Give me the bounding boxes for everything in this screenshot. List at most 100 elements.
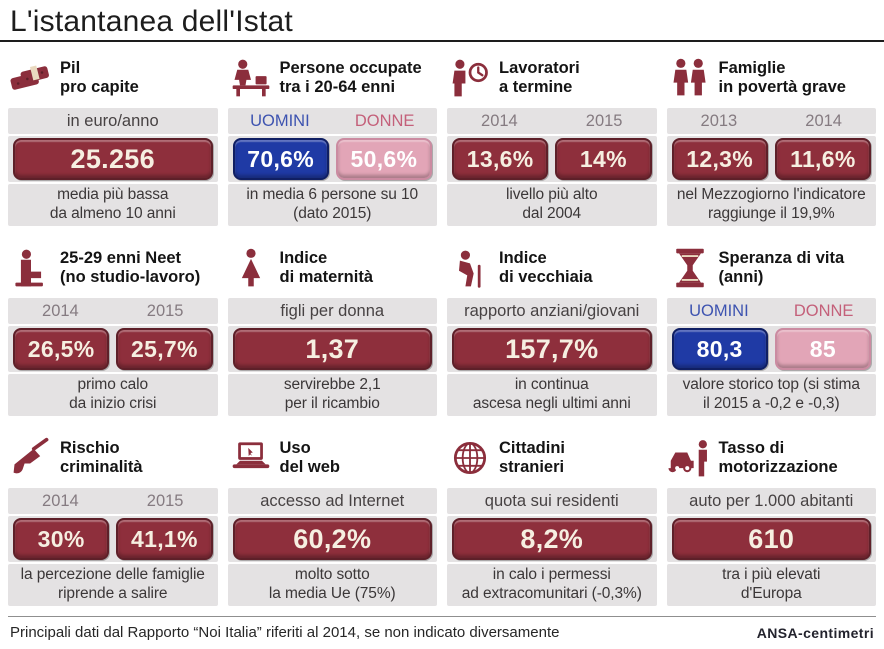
stat-caption: nel Mezzogiorno l'indicatore raggiunge i…: [666, 184, 876, 226]
caption-line2: ascesa negli ultimi anni: [472, 395, 631, 412]
panel-title: Lavoratori a termine: [499, 59, 580, 97]
stat-unit-label: accesso ad Internet: [260, 491, 405, 510]
stat-column-label: 2015: [146, 491, 184, 510]
stat-pill-maroon: 8,2%: [452, 518, 652, 560]
worker-clock-icon: [447, 54, 493, 102]
panel-speranza-di-vita: Speranza di vita (anni) UOMINI DONNE 80,3…: [666, 242, 876, 418]
caption-line1: media più bassa: [57, 186, 169, 204]
stat-caption: molto sotto la media Ue (75%): [227, 564, 437, 606]
masthead: L'istantanea dell'Istat: [0, 0, 884, 42]
stat-value: 26,5%: [27, 335, 95, 362]
caption-line1: servirebbe 2,1: [283, 376, 381, 394]
gun-icon: [8, 434, 54, 482]
stat-column-label: 2014: [42, 491, 79, 510]
stat-value: 11,6%: [790, 145, 856, 172]
stat-pill-maroon: 11,6%: [774, 138, 871, 180]
stat-label-band: auto per 1.000 abitanti: [666, 488, 876, 514]
panel-title-line2: tra i 20-64 enni: [279, 78, 396, 96]
stat-column-label: DONNE: [793, 301, 854, 320]
panel-header: Cittadini stranieri: [447, 432, 657, 484]
panel-title-line2: a termine: [499, 78, 573, 96]
stat-pill-pink: 85: [774, 328, 871, 370]
stat-pill-band: 157,7%: [447, 326, 657, 372]
stat-column-label: 2014: [42, 301, 79, 320]
stat-label-band: accesso ad Internet: [227, 488, 437, 514]
panel-title-line1: Pil: [60, 59, 81, 78]
panel-title-line2: di maternità: [279, 268, 374, 286]
footer: Principali dati dal Rapporto “Noi Italia…: [8, 616, 876, 641]
panel-title-line2: in povertà grave: [718, 78, 846, 96]
stat-value: 610: [748, 523, 795, 554]
stat-caption: in continua ascesa negli ultimi anni: [447, 374, 657, 416]
panel-title-line1: Famiglie: [718, 59, 786, 78]
stat-unit-label: auto per 1.000 abitanti: [689, 491, 854, 510]
stat-caption: livello più alto dal 2004: [447, 184, 657, 226]
worker-desk-icon: [228, 54, 274, 102]
elderly-icon: [447, 244, 493, 292]
stat-pill-pink: 50,6%: [335, 138, 432, 180]
panel-title-line2: del web: [279, 458, 341, 476]
stat-label-band: in euro/anno: [8, 108, 218, 134]
stat-pill-band: 25.256: [8, 136, 218, 182]
panel-title: Cittadini stranieri: [499, 439, 565, 477]
caption-line2: il 2015 a -0,2 e -0,3): [702, 395, 840, 412]
stat-column-label: 2015: [146, 301, 184, 320]
stat-caption: tra i più elevati d'Europa: [666, 564, 876, 606]
stat-value: 25,7%: [131, 335, 198, 362]
stat-label-band: rapporto anziani/giovani: [447, 298, 657, 324]
panel-title: Indice di vecchiaia: [499, 249, 593, 287]
panel-famiglie-poverta-grave: Famiglie in povertà grave 2013 2014 12,3%…: [666, 52, 876, 228]
stat-value: 8,2%: [520, 523, 584, 554]
stat-unit-label: quota sui residenti: [484, 491, 619, 510]
caption-line1: molto sotto: [294, 566, 370, 584]
laptop-icon: [228, 434, 274, 482]
stat-caption: in calo i permessi ad extracomunitari (-…: [447, 564, 657, 606]
panel-title-line1: Tasso di: [718, 439, 785, 458]
stat-column-label: 2014: [805, 111, 842, 130]
stat-value: 13,6%: [466, 145, 534, 172]
panel-title: Famiglie in povertà grave: [719, 59, 846, 97]
panel-uso-del-web: Uso del web accesso ad Internet 60,2% mo…: [227, 432, 438, 608]
panel-tasso-motorizzazione: Tasso di motorizzazione auto per 1.000 a…: [666, 432, 876, 608]
stat-label-band: 2014 2015: [8, 298, 218, 324]
caption-line1: livello più alto: [506, 186, 598, 204]
panel-title-line2: stranieri: [499, 458, 565, 476]
caption-line1: nel Mezzogiorno l'indicatore: [676, 186, 866, 204]
panel-title-line1: Uso: [279, 439, 311, 458]
panel-header: Persone occupate tra i 20-64 enni: [228, 52, 438, 104]
stat-column-label: UOMINI: [250, 111, 310, 130]
stat-column-label: UOMINI: [689, 301, 749, 320]
panel-title-line1: Cittadini: [499, 439, 565, 458]
panel-title: Tasso di motorizzazione: [719, 439, 838, 477]
panel-pil-pro-capite: Pil pro capite in euro/anno 25.256 media…: [8, 52, 218, 228]
sitting-person-icon: [8, 244, 54, 292]
panel-title-line2: pro capite: [60, 78, 139, 96]
stat-value: 30%: [37, 525, 85, 552]
globe-icon: [447, 434, 493, 482]
panel-indice-vecchiaia: Indice di vecchiaia rapporto anziani/gio…: [447, 242, 657, 418]
source-note: Principali dati dal Rapporto “Noi Italia…: [10, 624, 560, 641]
stat-pill-maroon: 25.256: [13, 138, 213, 180]
car-person-icon: [667, 434, 713, 482]
panel-title-line2: (anni): [718, 268, 764, 286]
panel-persone-occupate: Persone occupate tra i 20-64 enni UOMINI…: [227, 52, 438, 228]
page-title: L'istantanea dell'Istat: [10, 5, 293, 38]
panel-title-line2: (no studio-lavoro): [60, 268, 201, 286]
caption-line2: da inizio crisi: [69, 395, 157, 412]
stat-value: 60,2%: [293, 523, 372, 554]
panel-header: Indice di maternità: [228, 242, 438, 294]
stat-value: 41,1%: [131, 525, 198, 552]
stat-pill-band: 60,2%: [227, 516, 437, 562]
caption-line2: dal 2004: [522, 205, 582, 222]
panel-title-line2: di vecchiaia: [499, 268, 593, 286]
stat-pill-band: 80,3 85: [666, 326, 876, 372]
panel-title: 25-29 enni Neet (no studio-lavoro): [60, 249, 200, 287]
panel-header: Uso del web: [228, 432, 438, 484]
stat-caption: media più bassa da almeno 10 anni: [8, 184, 218, 226]
stat-unit-label: figli per donna: [280, 301, 385, 320]
stat-label-band: UOMINI DONNE: [227, 108, 437, 134]
stat-caption: servirebbe 2,1 per il ricambio: [227, 374, 437, 416]
caption-line2: raggiunge il 19,9%: [707, 205, 835, 222]
family-icon: [667, 54, 713, 102]
